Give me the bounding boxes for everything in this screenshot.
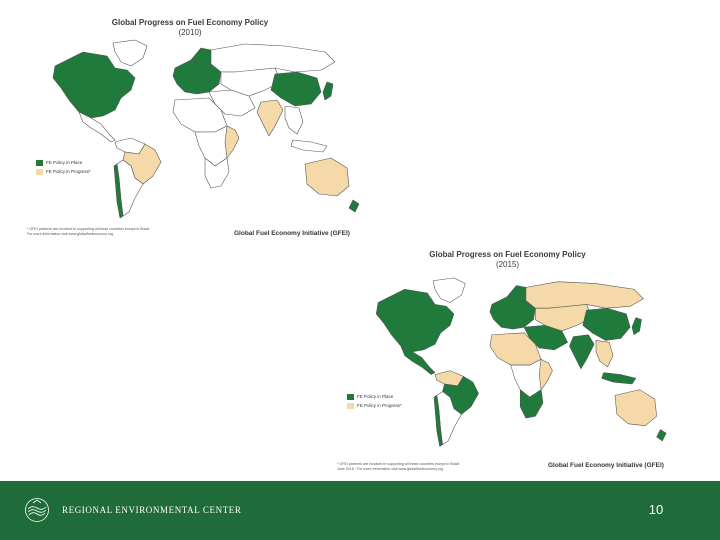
map-2010-title-text: Global Progress on Fuel Economy Policy [111, 18, 269, 27]
map-2015-year: (2015) [495, 260, 520, 269]
map-2015-central-asia [535, 304, 593, 332]
map-2015-footnote: * GFEI partners are involved in supporti… [337, 462, 537, 471]
map-2015-mexico [400, 345, 436, 375]
map-2010-east-africa [224, 125, 240, 159]
legend-label: FE Policy in Progress* [357, 403, 402, 408]
rec-logo-icon [25, 498, 49, 522]
map-2015-southern-africa [519, 389, 544, 419]
legend-label: FE Policy in Progress* [46, 169, 91, 174]
map-2010-source: Global Fuel Economy Initiative (GFEI) [234, 230, 350, 237]
map-2015-australia [614, 389, 657, 426]
footnote-line: June 2015 · For more information visit w… [337, 466, 443, 471]
map-2010-north-america [52, 51, 136, 119]
legend-item-in-progress: FE Policy in Progress* [36, 167, 91, 176]
map-2010-japan [322, 81, 334, 101]
swatch-in-place [347, 393, 354, 400]
map-2015-chile [433, 395, 443, 447]
map-2010-indonesia [290, 139, 328, 153]
footnote-line: * GFEI partners are involved in supporti… [27, 227, 150, 231]
world-map-2015 [375, 277, 667, 447]
swatch-in-progress [347, 402, 354, 409]
map-2015-east-africa [538, 359, 553, 390]
map-2015-india [569, 334, 595, 370]
map-2010-central-america [78, 111, 116, 143]
map-2015-north-america [375, 288, 455, 353]
footnote-line: For more information visit www.globalfue… [27, 231, 114, 236]
page-number: 10 [648, 502, 664, 517]
map-2015-japan [631, 317, 642, 336]
legend-label: FE Policy in Place [357, 394, 394, 399]
map-2015-southeast-asia [595, 340, 614, 368]
swatch-in-progress [36, 168, 43, 175]
map-2010-southern-africa [204, 157, 230, 189]
map-2010-russia [210, 43, 336, 73]
map-2015-title-text: Global Progress on Fuel Economy Policy [429, 250, 586, 259]
map-2015-new-zealand [656, 429, 667, 442]
map-2010-year: (2010) [178, 28, 202, 37]
swatch-in-place [36, 159, 43, 166]
map-2010-australia [304, 157, 350, 197]
map-2010-legend: FE Policy in Place FE Policy in Progress… [36, 158, 91, 176]
map-2015-greenland [432, 277, 466, 303]
map-2015-title: Global Progress on Fuel Economy Policy (… [425, 250, 590, 270]
map-2015-source: Global Fuel Economy Initiative (GFEI) [548, 462, 664, 469]
map-2010-chile [113, 163, 124, 219]
map-2015-china [582, 307, 631, 341]
map-2010-new-zealand [348, 199, 360, 213]
legend-item-in-progress: FE Policy in Progress* [347, 401, 402, 410]
legend-item-in-place: FE Policy in Place [36, 158, 91, 167]
legend-label: FE Policy in Place [46, 160, 83, 165]
map-2015-legend: FE Policy in Place FE Policy in Progress… [347, 392, 402, 410]
map-2010-india [256, 99, 284, 137]
world-map-2010 [52, 39, 360, 219]
map-2010-title: Global Progress on Fuel Economy Policy (… [110, 18, 270, 38]
map-2015-russia [525, 281, 644, 309]
map-2010-southeast-asia [284, 105, 304, 135]
map-2010-greenland [112, 39, 148, 67]
map-2010-central-asia [220, 67, 282, 97]
legend-item-in-place: FE Policy in Place [347, 392, 402, 401]
map-2010-china [270, 71, 322, 107]
map-2010-footnote: * GFEI partners are involved in supporti… [27, 227, 227, 236]
footer-bar [0, 481, 720, 540]
organization-name: REGIONAL ENVIRONMENTAL CENTER [62, 505, 242, 515]
footnote-line: * GFEI partners are involved in supporti… [337, 462, 460, 466]
map-2015-indonesia [601, 372, 637, 385]
